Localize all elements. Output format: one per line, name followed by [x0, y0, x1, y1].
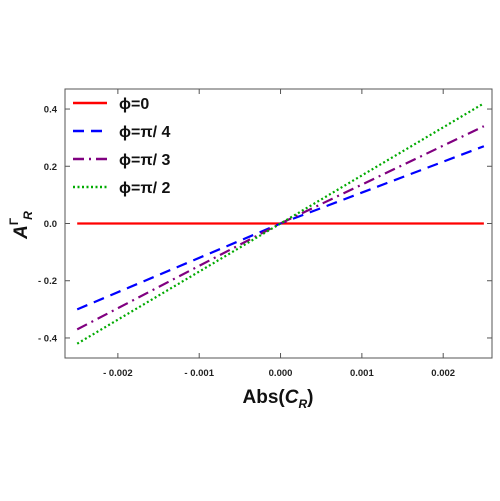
y-tick-label: 0.4 [44, 105, 58, 116]
x-tick-label: 0.002 [431, 368, 455, 379]
x-tick-label: 0.000 [269, 368, 293, 379]
legend-label: ϕ=0 [119, 96, 149, 113]
y-axis-title: AΓR [7, 211, 35, 240]
legend-label: ϕ=π/ 2 [119, 180, 170, 197]
x-axis-title-sub: R [298, 397, 307, 411]
series-line-2 [76, 125, 485, 331]
legend: ϕ=0 ϕ=π/ 4 ϕ=π/ 3 ϕ=π/ 2 [73, 96, 170, 197]
x-tick-label: 0.001 [350, 368, 374, 379]
y-tick-label: 0.0 [44, 219, 57, 230]
y-tick-label: - 0.2 [38, 276, 57, 287]
series-layer [76, 102, 485, 345]
y-axis-title-sub: R [21, 211, 35, 220]
x-tick-label: - 0.001 [184, 368, 214, 379]
x-axis-title-close: ) [307, 387, 313, 408]
x-axis-title-var: C [285, 387, 299, 408]
x-axis-title: Abs(CR) [243, 387, 314, 411]
x-tick-label: - 0.002 [103, 368, 133, 379]
x-axis-title-main: Abs( [243, 387, 286, 408]
legend-label: ϕ=π/ 3 [119, 152, 170, 169]
y-axis-title-sup: Γ [7, 217, 21, 225]
y-axis-title-main: A [11, 225, 32, 240]
svg-text:AΓR: AΓR [7, 211, 35, 240]
series-line-1 [76, 145, 485, 311]
y-tick-label: - 0.4 [38, 333, 58, 344]
y-tick-label: 0.2 [44, 162, 57, 173]
ticks-layer: - 0.002 - 0.001 0.000 0.001 0.002 - 0.4 - 0.2 0… [38, 89, 492, 379]
legend-label: ϕ=π/ 4 [119, 124, 170, 141]
